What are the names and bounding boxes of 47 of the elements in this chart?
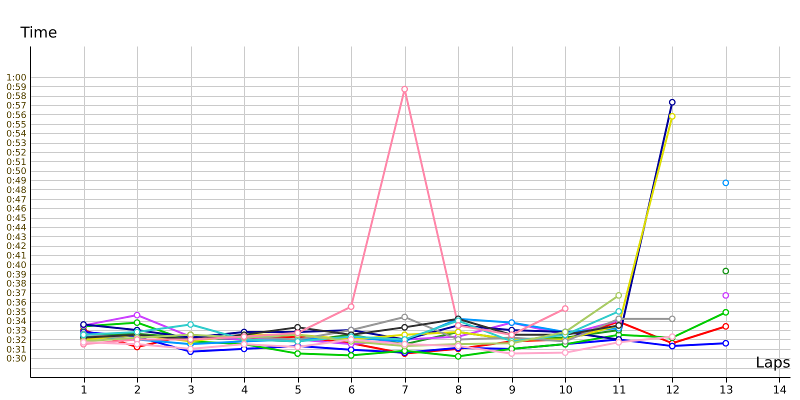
y-tick-label: 0:37 xyxy=(6,289,26,300)
x-tick-label: 13 xyxy=(719,384,734,396)
x-tick-label: 6 xyxy=(348,384,356,396)
x-axis-title: Laps xyxy=(756,354,791,372)
y-tick-label: 1:00 xyxy=(6,73,27,84)
y-tick-label: 0:33 xyxy=(6,326,26,337)
y-tick-label: 0:58 xyxy=(6,92,27,102)
y-tick-label: 0:51 xyxy=(6,158,26,168)
y-tick-label: 0:30 xyxy=(6,354,27,365)
y-tick-label: 0:42 xyxy=(6,242,26,252)
y-tick-label: 0:43 xyxy=(6,232,26,243)
x-tick-label: 7 xyxy=(402,384,409,396)
y-tick-label: 0:31 xyxy=(6,345,26,356)
y-tick-label: 0:56 xyxy=(6,110,27,121)
x-tick-label: 12 xyxy=(666,384,680,396)
y-tick-label: 0:48 xyxy=(6,186,27,196)
x-tick-label: 14 xyxy=(772,384,787,396)
y-tick-label: 0:57 xyxy=(6,102,26,112)
y-tick-label: 0:55 xyxy=(6,120,26,130)
x-tick-label: 1 xyxy=(80,384,88,396)
y-tick-label: 0:38 xyxy=(6,280,27,290)
y-tick-label: 0:47 xyxy=(6,195,26,206)
x-tick-label: 5 xyxy=(294,384,302,396)
y-tick-label: 0:54 xyxy=(6,130,27,140)
x-tick-label: 3 xyxy=(188,384,195,396)
x-tick-label: 10 xyxy=(558,384,573,396)
y-tick-label: 0:44 xyxy=(6,223,27,234)
y-tick-label: 0:36 xyxy=(6,298,27,308)
y-tick-label: 0:53 xyxy=(6,139,26,150)
y-tick-label: 0:41 xyxy=(6,252,26,262)
y-tick-label: 0:34 xyxy=(6,317,27,328)
y-tick-label: 0:45 xyxy=(6,214,26,224)
x-tick-label: 4 xyxy=(241,384,248,396)
y-tick-label: 0:49 xyxy=(6,176,27,187)
y-tick-label: 0:46 xyxy=(6,204,27,215)
y-tick-label: 0:35 xyxy=(6,308,26,318)
x-tick-label: 9 xyxy=(508,384,516,396)
x-tick-label: 2 xyxy=(134,384,142,396)
y-tick-label: 0:59 xyxy=(6,82,27,93)
y-axis-title: Time xyxy=(20,24,58,42)
y-tick-label: 0:32 xyxy=(6,336,26,346)
y-tick-label: 0:40 xyxy=(6,260,27,271)
y-tick-label: 0:50 xyxy=(6,167,27,178)
x-tick-label: 11 xyxy=(612,384,626,396)
x-tick-label: 8 xyxy=(455,384,462,396)
y-tick-label: 0:52 xyxy=(6,148,26,158)
y-tick-label: 0:39 xyxy=(6,270,27,280)
